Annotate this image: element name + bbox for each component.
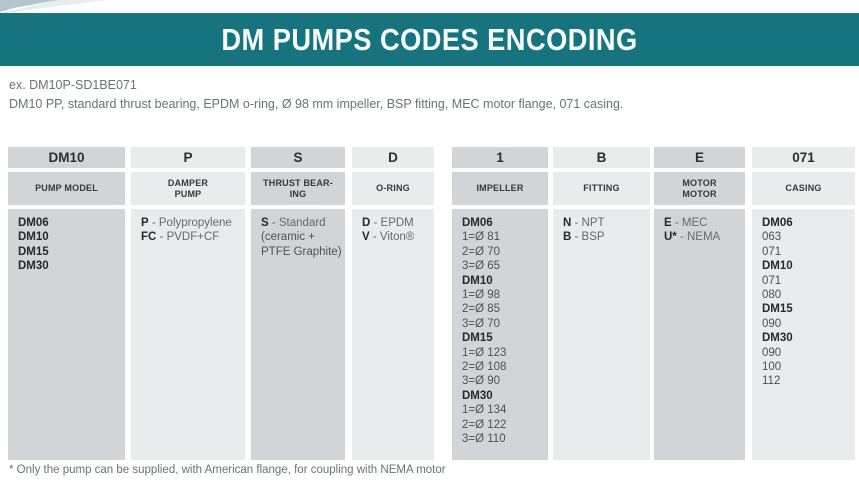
column-code-header: S	[251, 147, 345, 168]
column-code-header: P	[131, 147, 245, 168]
body-line: 3=Ø 70	[462, 317, 501, 330]
column-label: IMPELLER	[452, 172, 548, 205]
column-d: D O-RING D - EPDM V - Viton®	[352, 147, 434, 460]
footnote: * Only the pump can be supplied, with Am…	[9, 464, 446, 476]
column-body: DM06 DM10 DM15 DM30	[8, 209, 125, 460]
body-line: DM10	[762, 260, 793, 273]
column-code-header: D	[352, 147, 434, 168]
body-line: N - NPT	[563, 217, 605, 229]
body-line: E - MEC	[664, 217, 708, 229]
body-line: P - Polypropylene	[141, 217, 232, 229]
body-line: DM06	[18, 217, 49, 229]
body-line: 063	[762, 231, 782, 244]
body-line: B - BSP	[563, 231, 605, 244]
body-line: 090	[762, 317, 782, 330]
body-line: FC - PVDF+CF	[141, 231, 220, 244]
column-body: N - NPT B - BSP	[553, 209, 650, 460]
column-code-header: DM10	[8, 147, 125, 168]
title-bar: DM PUMPS CODES ENCODING	[0, 13, 859, 66]
body-line: DM30	[18, 260, 49, 273]
body-line: 090	[762, 346, 782, 359]
column-body: DM06 1=Ø 81 2=Ø 70 3=Ø 65 DM10 1=Ø 98 2=Ø 85 3=…	[452, 209, 548, 460]
column-e: E MOTOR MOTOR E - MEC U* - NEMA	[654, 147, 745, 460]
body-line: DM10	[18, 231, 49, 244]
example-description: DM10 PP, standard thrust bearing, EPDM o…	[9, 97, 624, 111]
body-line: PTFE Graphite)	[261, 245, 342, 258]
column-body: DM06 063 071 DM10 071 080 DM15 090 DM30 090 100 112	[752, 209, 855, 460]
body-line: DM15	[462, 332, 493, 345]
example-block: ex. DM10P-SD1BE071 DM10 PP, standard thr…	[9, 76, 623, 114]
column-label: THRUST BEAR- ING	[251, 172, 345, 205]
column-b: B FITTING N - NPT B - BSP	[553, 147, 650, 460]
body-line: (ceramic +	[261, 231, 315, 244]
column-071: 071 CASING DM06 063 071 DM10 071 080 DM15 090 DM30…	[752, 147, 855, 460]
body-line: DM06	[462, 217, 493, 229]
column-body: E - MEC U* - NEMA	[654, 209, 745, 460]
body-line: 2=Ø 122	[462, 418, 507, 431]
body-line: 1=Ø 98	[462, 289, 501, 302]
body-line: S - Standard	[261, 217, 326, 229]
body-line: V - Viton®	[362, 231, 415, 244]
column-s: S THRUST BEAR- ING S - Standard (ceramic + PT…	[251, 147, 345, 460]
body-line: 1=Ø 123	[462, 346, 507, 359]
body-line: 071	[762, 245, 782, 258]
body-line: 2=Ø 70	[462, 245, 501, 258]
corner-decoration	[0, 0, 108, 14]
column-label: FITTING	[553, 172, 650, 205]
body-line: DM15	[762, 303, 793, 316]
column-body: S - Standard (ceramic + PTFE Graphite)	[251, 209, 345, 460]
body-line: 3=Ø 110	[462, 433, 506, 446]
body-line: 100	[762, 361, 782, 374]
body-line: U* - NEMA	[664, 231, 721, 244]
body-line: D - EPDM	[362, 217, 414, 229]
column-1: 1 IMPELLER DM06 1=Ø 81 2=Ø 70 3=Ø 65 DM10 1=Ø 9…	[452, 147, 548, 460]
body-line: DM30	[762, 332, 793, 345]
column-label: O-RING	[352, 172, 434, 205]
body-line: 1=Ø 134	[462, 404, 507, 417]
column-code-header: B	[553, 147, 650, 168]
column-label: CASING	[752, 172, 855, 205]
body-line: DM30	[462, 389, 493, 402]
example-code: ex. DM10P-SD1BE071	[9, 78, 137, 92]
body-line: 071	[762, 274, 782, 287]
column-label: MOTOR MOTOR	[654, 172, 745, 205]
column-label: PUMP MODEL	[8, 172, 125, 205]
column-code-header: 071	[752, 147, 855, 168]
body-line: DM10	[462, 274, 493, 287]
codes-table: DM10 PUMP MODEL DM06 DM10 DM15 DM30 P DAMPER PUM…	[8, 147, 855, 460]
body-line: DM06	[762, 217, 793, 229]
column-code-header: 1	[452, 147, 548, 168]
column-body: D - EPDM V - Viton®	[352, 209, 434, 460]
column-label: DAMPER PUMP	[131, 172, 245, 205]
body-line: 112	[762, 375, 781, 388]
body-line: 3=Ø 65	[462, 260, 501, 273]
column-body: P - Polypropylene FC - PVDF+CF	[131, 209, 245, 460]
column-code-header: E	[654, 147, 745, 168]
column-dm10: DM10 PUMP MODEL DM06 DM10 DM15 DM30	[8, 147, 125, 460]
body-line: 2=Ø 85	[462, 303, 501, 316]
body-line: 3=Ø 90	[462, 375, 501, 388]
body-line: 1=Ø 81	[462, 231, 501, 244]
page-title: DM PUMPS CODES ENCODING	[221, 21, 638, 57]
body-line: 080	[762, 289, 782, 302]
column-p: P DAMPER PUMP P - Polypropylene FC - PVDF+CF	[131, 147, 245, 460]
body-line: 2=Ø 108	[462, 361, 507, 374]
body-line: DM15	[18, 245, 49, 258]
